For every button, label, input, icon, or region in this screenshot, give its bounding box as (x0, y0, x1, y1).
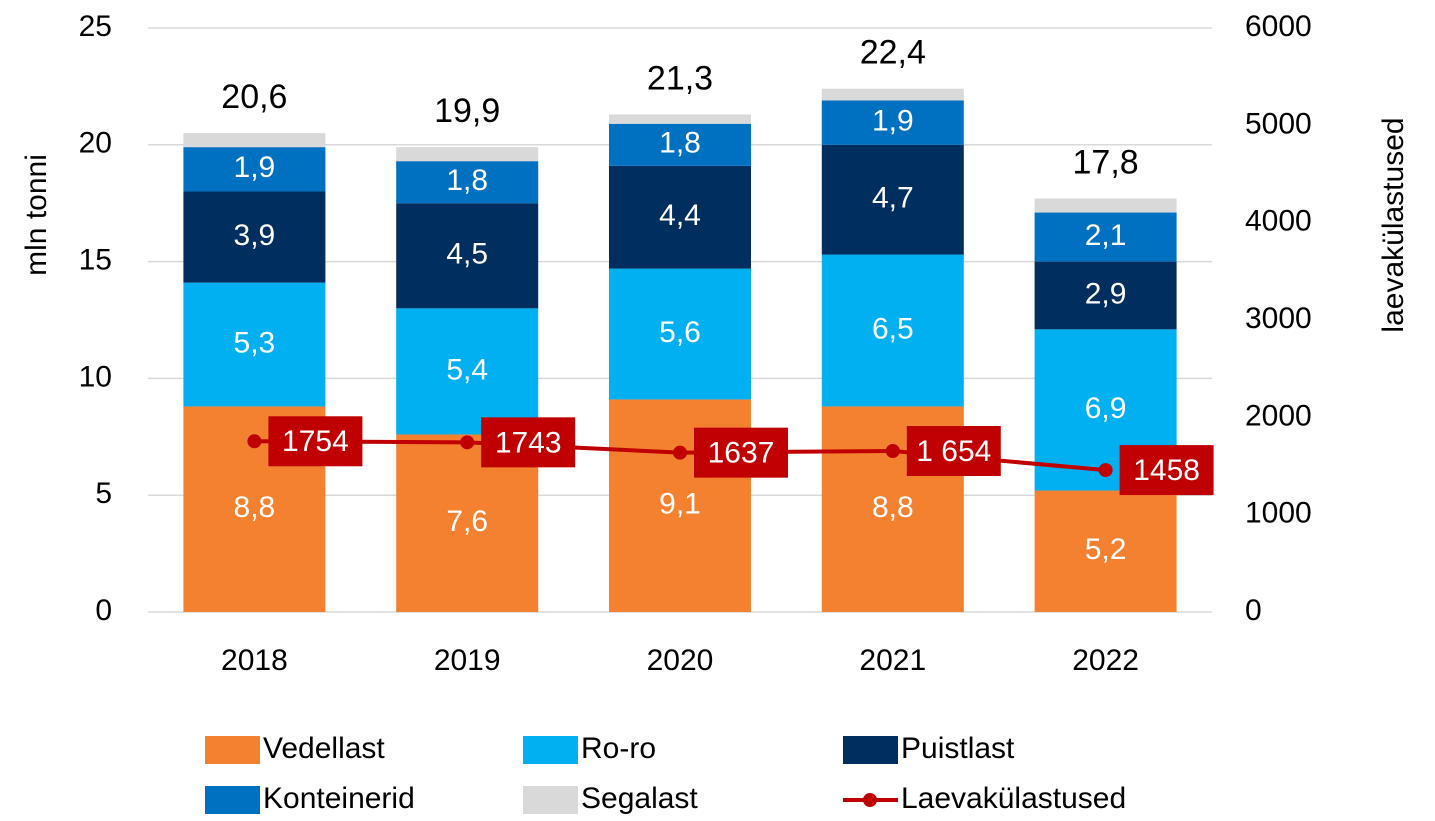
bar-segment (609, 114, 751, 124)
legend-swatch (205, 786, 260, 814)
total-label: 21,3 (647, 59, 713, 97)
legend-swatch (523, 736, 578, 764)
bar-segment (1034, 261, 1177, 330)
data-label: 1,8 (659, 127, 701, 160)
x-tick-label: 2018 (221, 644, 288, 677)
y-tick-label: 15 (79, 244, 112, 277)
data-label: 1458 (1133, 454, 1200, 487)
data-label: 4,4 (659, 199, 701, 232)
y-tick-label: 25 (79, 10, 112, 43)
data-label: 6,9 (1085, 392, 1127, 425)
data-label: 8,8 (234, 491, 276, 524)
total-label: 22,4 (860, 34, 926, 72)
y2-tick-label: 1000 (1245, 497, 1312, 530)
y2-tick-label: 2000 (1245, 399, 1312, 432)
data-label: 1637 (708, 437, 775, 470)
bar-segment (396, 308, 539, 435)
line-marker (885, 444, 900, 459)
line-marker (673, 445, 687, 460)
legend-label: Vedellast (263, 732, 385, 765)
x-tick-label: 2022 (1072, 644, 1139, 677)
y-tick-label: 0 (95, 594, 112, 627)
data-label-box (694, 427, 788, 478)
y2-axis-label: laevakülastused (1377, 117, 1410, 332)
bar-segment (183, 191, 326, 283)
data-label-box (1119, 445, 1214, 496)
bar-segment (609, 123, 751, 166)
y-tick-label: 5 (95, 477, 112, 510)
x-tick-label: 2019 (434, 644, 501, 677)
bar-segment (609, 268, 751, 400)
y2-tick-label: 0 (1245, 594, 1262, 627)
y-tick-label: 20 (79, 127, 112, 160)
data-label: 2,9 (1085, 277, 1127, 310)
legend-swatch (205, 736, 260, 764)
total-label: 19,9 (434, 92, 500, 130)
data-label: 8,8 (872, 491, 914, 524)
data-label: 1754 (282, 425, 349, 458)
data-label: 4,5 (446, 238, 488, 271)
bar-segment (821, 88, 964, 101)
x-tick-label: 2020 (647, 644, 714, 677)
data-label: 2,1 (1085, 219, 1127, 252)
y2-tick-label: 3000 (1245, 302, 1312, 335)
bar-segment (1034, 490, 1177, 612)
bar-segment (396, 203, 539, 309)
line-marker (1098, 463, 1113, 478)
y-axis-label: mln tonni (20, 154, 53, 276)
y2-tick-label: 4000 (1245, 205, 1312, 238)
bar-segment (821, 100, 964, 145)
data-label: 1,9 (872, 105, 914, 138)
bar-segment (609, 165, 751, 269)
y2-tick-label: 6000 (1245, 10, 1312, 43)
data-label: 3,9 (234, 219, 276, 252)
data-label: 9,1 (659, 488, 701, 521)
bar-segment (821, 144, 964, 255)
legend-label: Ro-ro (581, 732, 656, 765)
data-label: 5,6 (659, 316, 701, 349)
y2-tick-label: 5000 (1245, 107, 1312, 140)
bar-segment (183, 282, 326, 407)
bar-segment (821, 254, 964, 407)
line-marker (247, 434, 262, 449)
legend-label: Konteinerid (263, 782, 415, 815)
total-label: 20,6 (221, 78, 287, 116)
bar-segment (183, 147, 326, 192)
data-label-box (906, 426, 1001, 477)
data-label-box (481, 417, 576, 468)
data-label: 5,3 (234, 326, 276, 359)
data-label: 1,8 (446, 164, 488, 197)
legend-label: Segalast (581, 782, 698, 815)
y-tick-label: 10 (79, 360, 112, 393)
data-label: 7,6 (446, 505, 488, 538)
legend-label: Laevakülastused (901, 782, 1126, 815)
data-label-box (268, 416, 363, 467)
data-label: 4,7 (872, 182, 914, 215)
x-tick-label: 2021 (859, 644, 926, 677)
data-label: 1743 (495, 426, 562, 459)
data-label: 5,4 (446, 353, 488, 386)
legend-swatch (843, 736, 898, 764)
bar-segment (183, 133, 326, 148)
bar-segment (396, 161, 539, 204)
total-label: 17,8 (1073, 144, 1139, 182)
bar-segment (396, 147, 539, 162)
bar-segment (1034, 198, 1177, 213)
bar-segment (1034, 212, 1177, 262)
data-label: 1,9 (234, 151, 276, 184)
data-label: 1 654 (916, 435, 991, 468)
data-label: 5,2 (1085, 533, 1127, 566)
legend-label: Puistlast (901, 732, 1015, 765)
legend-swatch (523, 786, 578, 814)
legend-marker (863, 793, 877, 807)
line-marker (460, 435, 475, 450)
data-label: 6,5 (872, 312, 914, 345)
